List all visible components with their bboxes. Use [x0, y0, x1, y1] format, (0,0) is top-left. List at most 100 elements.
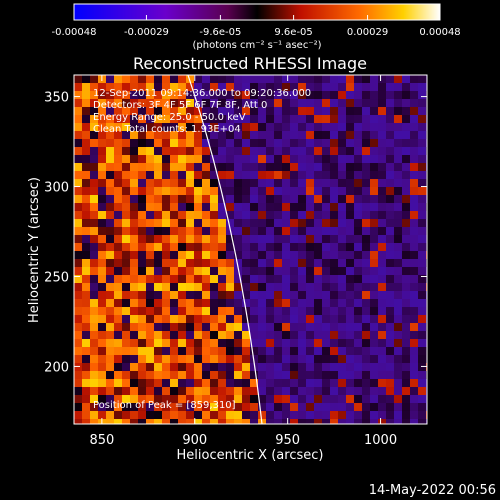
heatmap-cell	[138, 187, 147, 196]
heatmap-cell	[218, 299, 227, 308]
heatmap-cell	[122, 259, 131, 268]
heatmap-cell	[218, 267, 227, 276]
heatmap-cell	[74, 307, 83, 316]
heatmap-cell	[362, 211, 371, 220]
heatmap-cell	[330, 371, 339, 380]
heatmap-cell	[98, 187, 107, 196]
heatmap-cell	[178, 107, 187, 116]
heatmap-cell	[370, 235, 379, 244]
heatmap-cell	[90, 315, 99, 324]
heatmap-cell	[402, 307, 411, 316]
heatmap-cell	[242, 371, 251, 380]
heatmap-cell	[306, 259, 315, 268]
heatmap-cell	[394, 131, 403, 140]
heatmap-cell	[322, 203, 331, 212]
heatmap-cell	[146, 227, 155, 236]
heatmap-cell	[370, 147, 379, 156]
heatmap-cell	[90, 283, 99, 292]
heatmap-cell	[386, 171, 395, 180]
heatmap-cell	[282, 147, 291, 156]
heatmap-cell	[74, 123, 83, 132]
heatmap-cell	[338, 355, 347, 364]
heatmap-cell	[258, 227, 267, 236]
heatmap-cell	[378, 227, 387, 236]
heatmap-cell	[250, 235, 259, 244]
heatmap-cell	[170, 243, 179, 252]
heatmap-cell	[410, 323, 419, 332]
heatmap-cell	[130, 195, 139, 204]
heatmap-cell	[266, 147, 275, 156]
heatmap-cell	[170, 395, 179, 404]
heatmap-cell	[114, 243, 123, 252]
heatmap-cell	[410, 347, 419, 356]
heatmap-cell	[82, 379, 91, 388]
heatmap-cell	[410, 411, 419, 420]
heatmap-cell	[386, 155, 395, 164]
heatmap-cell	[298, 315, 307, 324]
heatmap-cell	[258, 395, 267, 404]
heatmap-cell	[202, 379, 211, 388]
heatmap-cell	[290, 75, 299, 84]
heatmap-cell	[394, 315, 403, 324]
heatmap-cell	[386, 179, 395, 188]
heatmap-cell	[258, 243, 267, 252]
heatmap-cell	[314, 371, 323, 380]
heatmap-cell	[210, 99, 219, 108]
heatmap-cell	[338, 179, 347, 188]
heatmap-cell	[242, 387, 251, 396]
heatmap-cell	[242, 291, 251, 300]
heatmap-cell	[138, 75, 147, 84]
heatmap-cell	[194, 307, 203, 316]
heatmap-cell	[418, 155, 427, 164]
heatmap-cell	[74, 379, 83, 388]
heatmap-cell	[282, 259, 291, 268]
heatmap-cell	[242, 267, 251, 276]
heatmap-cell	[226, 203, 235, 212]
heatmap-cell	[386, 291, 395, 300]
heatmap-cell	[226, 363, 235, 372]
heatmap-cell	[250, 307, 259, 316]
heatmap-cell	[394, 171, 403, 180]
heatmap-cell	[82, 363, 91, 372]
heatmap-cell	[338, 91, 347, 100]
heatmap-cell	[330, 203, 339, 212]
heatmap-cell	[82, 163, 91, 172]
heatmap-cell	[186, 331, 195, 340]
heatmap-cell	[218, 403, 227, 412]
heatmap-cell	[306, 179, 315, 188]
heatmap-cell	[410, 155, 419, 164]
heatmap-cell	[226, 83, 235, 92]
heatmap-cell	[90, 171, 99, 180]
heatmap-cell	[90, 267, 99, 276]
heatmap-cell	[274, 131, 283, 140]
heatmap-cell	[218, 339, 227, 348]
heatmap-cell	[114, 387, 123, 396]
heatmap-cell	[274, 83, 283, 92]
heatmap-cell	[162, 411, 171, 420]
heatmap-cell	[266, 419, 275, 424]
heatmap-cell	[210, 307, 219, 316]
x-axis-label: Heliocentric X (arcsec)	[177, 448, 324, 463]
heatmap-cell	[162, 131, 171, 140]
heatmap-cell	[170, 235, 179, 244]
heatmap-cell	[338, 403, 347, 412]
heatmap-cell	[170, 195, 179, 204]
heatmap-cell	[322, 419, 331, 424]
heatmap-cell	[170, 283, 179, 292]
heatmap-cell	[338, 99, 347, 108]
heatmap-cell	[250, 419, 259, 424]
heatmap-cell	[210, 83, 219, 92]
heatmap-cell	[338, 323, 347, 332]
heatmap-cell	[74, 107, 83, 116]
heatmap-cell	[258, 83, 267, 92]
heatmap-cell	[130, 363, 139, 372]
heatmap-cell	[138, 139, 147, 148]
heatmap-cell	[170, 355, 179, 364]
heatmap-cell	[322, 363, 331, 372]
heatmap-cell	[210, 211, 219, 220]
heatmap-cell	[202, 291, 211, 300]
heatmap-cell	[138, 371, 147, 380]
heatmap-cell	[154, 179, 163, 188]
heatmap-cell	[330, 363, 339, 372]
heatmap-cell	[170, 155, 179, 164]
